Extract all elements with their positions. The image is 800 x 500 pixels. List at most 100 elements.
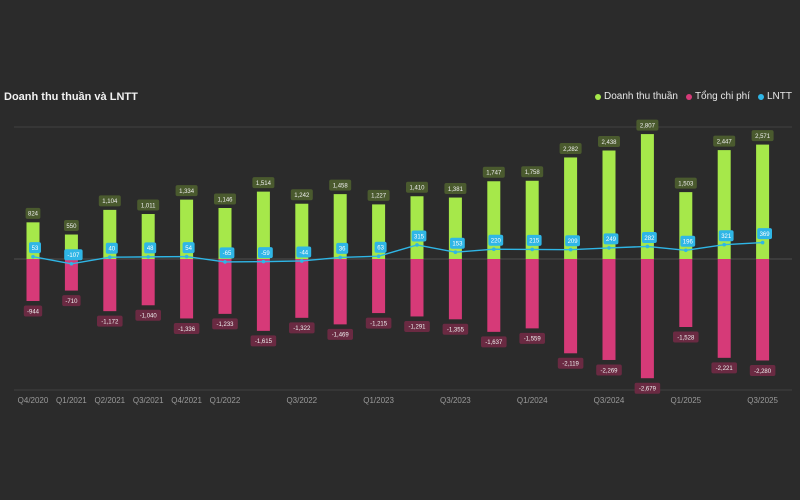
profit-data-label: 36 bbox=[339, 247, 346, 253]
revenue-data-label-bg bbox=[252, 177, 275, 189]
profit-point[interactable] bbox=[146, 255, 150, 259]
profit-data-label-bg bbox=[718, 230, 734, 242]
profit-point[interactable] bbox=[376, 254, 381, 258]
revenue-data-label-bg bbox=[444, 183, 467, 195]
profit-point[interactable] bbox=[69, 261, 74, 266]
profit-data-label: 220 bbox=[491, 239, 502, 245]
profit-data-label-bg bbox=[450, 237, 465, 249]
profit-point[interactable] bbox=[568, 247, 573, 252]
profit-point[interactable] bbox=[300, 259, 304, 263]
profit-point[interactable] bbox=[530, 247, 534, 252]
cost-data-label: -1,172 bbox=[101, 319, 119, 325]
cost-bar[interactable] bbox=[256, 259, 270, 331]
cost-bar[interactable] bbox=[679, 259, 693, 327]
profit-point[interactable] bbox=[722, 242, 726, 247]
profit-data-label: 40 bbox=[108, 247, 115, 253]
cost-bar[interactable] bbox=[487, 259, 501, 332]
revenue-bar[interactable] bbox=[410, 196, 424, 259]
revenue-data-label: 1,381 bbox=[448, 187, 464, 193]
cost-bar[interactable] bbox=[717, 259, 731, 358]
profit-point[interactable] bbox=[607, 246, 611, 250]
revenue-data-label: 2,571 bbox=[755, 134, 771, 140]
revenue-data-label-bg bbox=[482, 166, 505, 178]
cost-data-label-bg bbox=[250, 335, 277, 347]
x-tick-label: Q2/2021 bbox=[94, 396, 125, 405]
revenue-bar[interactable] bbox=[602, 150, 616, 259]
profit-data-label: 209 bbox=[568, 239, 579, 245]
revenue-bar[interactable] bbox=[717, 150, 731, 259]
revenue-bar[interactable] bbox=[295, 203, 309, 259]
revenue-bar[interactable] bbox=[525, 180, 539, 259]
cost-data-label: -2,119 bbox=[562, 362, 579, 368]
legend-item-cost[interactable]: Tổng chi phí bbox=[685, 91, 750, 102]
revenue-data-label: 1,227 bbox=[371, 194, 387, 200]
revenue-bar[interactable] bbox=[26, 222, 40, 259]
cost-data-label: -1,291 bbox=[408, 325, 426, 331]
profit-point[interactable] bbox=[108, 255, 112, 260]
cost-bar[interactable] bbox=[525, 259, 539, 329]
profit-point[interactable] bbox=[453, 250, 458, 254]
cost-bar[interactable] bbox=[64, 259, 78, 291]
profit-data-label-bg bbox=[411, 230, 427, 242]
x-tick-label: Q1/2024 bbox=[517, 396, 548, 405]
cost-bar[interactable] bbox=[756, 259, 770, 361]
profit-data-label: 48 bbox=[147, 246, 154, 252]
cost-bar[interactable] bbox=[218, 259, 232, 314]
cost-data-label: -1,336 bbox=[178, 327, 196, 333]
revenue-data-label: 2,447 bbox=[717, 139, 733, 145]
cost-bar[interactable] bbox=[26, 259, 40, 302]
profit-data-label-bg bbox=[258, 247, 273, 259]
chart-title: Doanh thu thuần và LNTT bbox=[4, 91, 138, 103]
profit-data-label-bg bbox=[182, 242, 195, 254]
revenue-data-label: 1,104 bbox=[102, 199, 118, 205]
revenue-data-label: 1,011 bbox=[141, 203, 156, 209]
cost-bar[interactable] bbox=[141, 259, 155, 306]
revenue-bar[interactable] bbox=[564, 157, 578, 259]
revenue-bar[interactable] bbox=[640, 134, 654, 259]
revenue-data-label-bg bbox=[175, 185, 198, 197]
profit-data-label: -107 bbox=[67, 253, 80, 259]
profit-point[interactable] bbox=[415, 243, 419, 247]
revenue-bar[interactable] bbox=[333, 194, 347, 259]
cost-bar[interactable] bbox=[640, 259, 654, 379]
cost-bar[interactable] bbox=[372, 259, 386, 314]
cost-bar[interactable] bbox=[564, 259, 578, 354]
revenue-data-label: 1,334 bbox=[179, 189, 195, 195]
profit-point[interactable] bbox=[645, 244, 650, 249]
profit-point[interactable] bbox=[492, 247, 496, 252]
legend-label-revenue: Doanh thu thuần bbox=[604, 91, 678, 102]
revenue-bar[interactable] bbox=[218, 208, 232, 259]
revenue-data-label-bg bbox=[751, 130, 774, 142]
profit-data-label-bg bbox=[336, 242, 349, 254]
revenue-bar[interactable] bbox=[256, 191, 270, 259]
profit-data-label: 321 bbox=[721, 234, 732, 240]
revenue-bar[interactable] bbox=[487, 181, 501, 259]
profit-point[interactable] bbox=[338, 255, 343, 260]
revenue-bar[interactable] bbox=[448, 197, 462, 259]
profit-point[interactable] bbox=[223, 260, 227, 264]
profit-point[interactable] bbox=[684, 248, 688, 253]
profit-point[interactable] bbox=[760, 240, 765, 245]
cost-data-label-bg bbox=[62, 295, 81, 307]
cost-bar[interactable] bbox=[295, 259, 309, 318]
cost-bar[interactable] bbox=[180, 259, 194, 319]
cost-bar[interactable] bbox=[333, 259, 347, 325]
cost-bar[interactable] bbox=[103, 259, 117, 312]
profit-point[interactable] bbox=[184, 254, 189, 259]
revenue-data-label: 1,458 bbox=[333, 183, 349, 189]
legend-item-revenue[interactable]: Doanh thu thuần bbox=[595, 91, 678, 102]
cost-data-label: -944 bbox=[27, 309, 40, 315]
profit-data-label-bg bbox=[374, 241, 387, 253]
legend-label-cost: Tổng chi phí bbox=[694, 91, 750, 102]
cost-bar[interactable] bbox=[602, 259, 616, 360]
profit-point[interactable] bbox=[31, 254, 35, 259]
cost-data-label: -1,322 bbox=[293, 326, 311, 332]
cost-data-label: -1,615 bbox=[255, 339, 273, 345]
legend-item-profit[interactable]: LNTT bbox=[758, 91, 792, 102]
profit-data-label: 249 bbox=[606, 237, 617, 243]
cost-bar[interactable] bbox=[410, 259, 424, 317]
cost-bar[interactable] bbox=[448, 259, 462, 320]
cost-data-label: -1,040 bbox=[140, 314, 158, 320]
cost-data-label-bg bbox=[365, 317, 392, 329]
profit-point[interactable] bbox=[261, 259, 266, 264]
